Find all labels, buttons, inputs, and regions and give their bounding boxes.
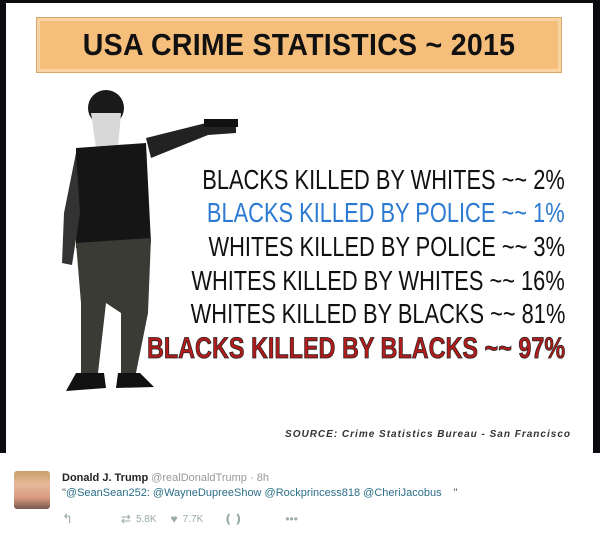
image-title: USA CRIME STATISTICS ~ 2015: [82, 27, 516, 62]
retweet-icon[interactable]: ⇄: [120, 512, 131, 526]
stat-line-2: BLACKS KILLED BY POLICE ~~ 1%: [207, 197, 565, 228]
open-quote: ": [62, 487, 66, 499]
tweet-actions: ↰ ⇄ 5.8K ♥ 7.7K ❪❫ •••: [62, 511, 298, 527]
title-banner: USA CRIME STATISTICS ~ 2015: [36, 17, 562, 73]
more-icon[interactable]: •••: [285, 512, 298, 526]
stat-line-4: WHITES KILLED BY WHITES ~~ 16%: [191, 265, 565, 296]
source-caption: SOURCE: Crime Statistics Bureau - San Fr…: [285, 429, 571, 440]
tweet-image[interactable]: USA CRIME STATISTICS ~ 2015 BLACKS KILLE…: [6, 3, 593, 453]
heart-icon[interactable]: ♥: [170, 512, 178, 526]
retweet-count: 5.8K: [135, 513, 157, 525]
close-quote: ": [453, 487, 458, 499]
like-count: 7.7K: [182, 513, 204, 525]
tweet-author[interactable]: Donald J. Trump @realDonaldTrump · 8h: [62, 472, 269, 484]
stat-line-1: BLACKS KILLED BY WHITES ~~ 2%: [202, 164, 565, 195]
gunman-figure: [62, 90, 238, 391]
author-handle[interactable]: @realDonaldTrump · 8h: [151, 472, 269, 484]
tweet: Donald J. Trump @realDonaldTrump · 8h "@S…: [0, 453, 600, 539]
bookmark-icon[interactable]: ❪❫: [223, 512, 244, 526]
tweet-mentions[interactable]: @SeanSean252: @WayneDupreeShow @Rockprin…: [65, 487, 442, 499]
tweet-text: "@SeanSean252: @WayneDupreeShow @Rockpri…: [62, 487, 458, 499]
image-frame: USA CRIME STATISTICS ~ 2015 BLACKS KILLE…: [0, 0, 600, 453]
avatar[interactable]: [14, 471, 50, 509]
stat-line-6: BLACKS KILLED BY BLACKS ~~ 97%: [146, 332, 565, 365]
author-name[interactable]: Donald J. Trump: [62, 472, 149, 484]
reply-icon[interactable]: ↰: [62, 511, 73, 526]
stat-line-3: WHITES KILLED BY POLICE ~~ 3%: [208, 231, 565, 262]
stat-line-5: WHITES KILLED BY BLACKS ~~ 81%: [190, 298, 565, 329]
